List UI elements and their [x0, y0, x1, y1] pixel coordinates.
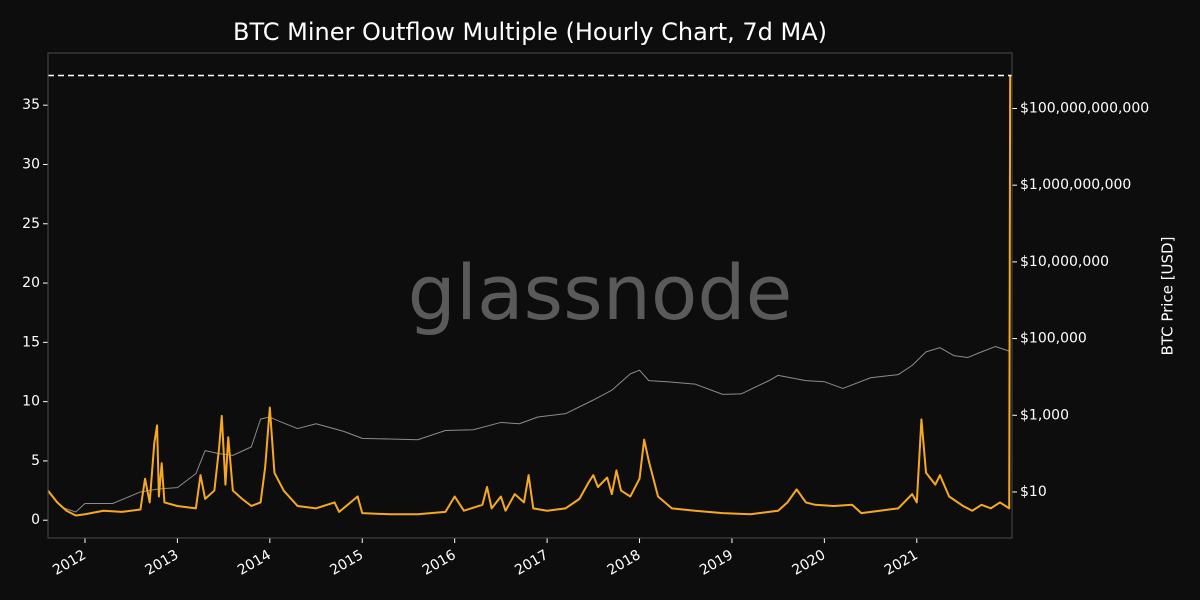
y2-tick-label: $100,000,000,000: [1020, 100, 1149, 116]
data-line: [47, 75, 1012, 517]
y2-tick-label: $1,000: [1020, 407, 1069, 423]
y2-tick-label: $1,000,000,000: [1020, 177, 1131, 193]
y-tick-label: 35: [22, 97, 40, 113]
y2-tick-label: $10,000,000: [1020, 254, 1109, 270]
y2-axis-label: BTC Price [USD]: [1159, 237, 1177, 356]
y2-tick-label: $100,000: [1020, 331, 1087, 347]
data-line: [47, 346, 1010, 513]
y-tick-label: 10: [22, 394, 40, 410]
chart-title: BTC Miner Outflow Multiple (Hourly Chart…: [233, 18, 827, 46]
y-tick-label: 20: [22, 275, 40, 291]
y2-tick-label: $10: [1020, 484, 1047, 500]
y-tick-label: 30: [22, 156, 40, 172]
y-tick-label: 5: [31, 453, 40, 469]
y-tick-label: 15: [22, 334, 40, 350]
watermark: glassnode: [408, 248, 793, 337]
y-tick-label: 0: [31, 512, 40, 528]
plot-frame: [47, 52, 1013, 539]
y-tick-label: 25: [22, 216, 40, 232]
